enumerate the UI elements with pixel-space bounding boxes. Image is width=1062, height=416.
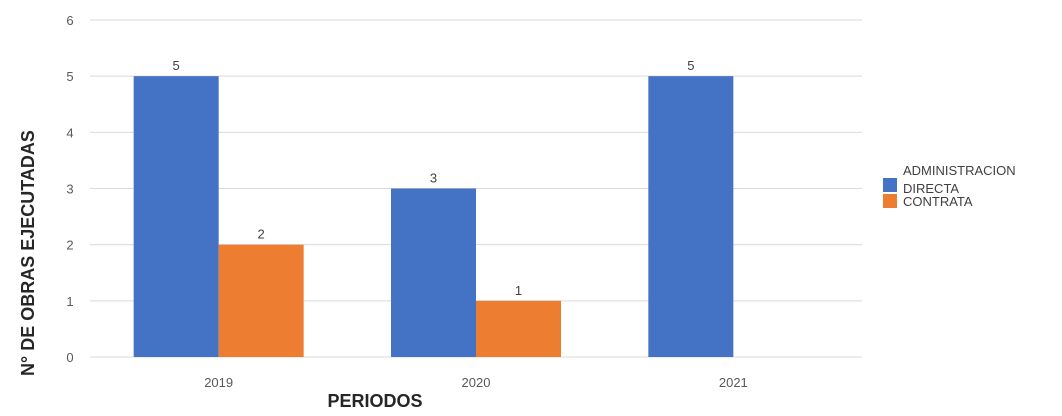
bar	[218, 244, 304, 357]
bar	[648, 76, 734, 358]
x-axis-title: PERIODOS	[327, 391, 422, 411]
x-tick-label: 2020	[462, 375, 491, 390]
y-tick-label: 3	[66, 182, 73, 197]
legend-label: CONTRATA	[903, 194, 973, 209]
x-tick-label: 2021	[719, 375, 748, 390]
x-tick-label: 2019	[204, 375, 233, 390]
y-tick-label: 0	[66, 350, 73, 365]
legend-swatch	[883, 194, 897, 208]
bar	[133, 76, 219, 358]
bar	[391, 188, 476, 357]
data-label: 5	[173, 58, 180, 73]
legend-label: ADMINISTRACION DIRECTA	[903, 163, 1016, 196]
data-label: 1	[515, 283, 522, 298]
data-labels: 5 2 3 1 5	[173, 58, 695, 298]
y-tick-label: 2	[66, 238, 73, 253]
data-label: 3	[430, 171, 437, 186]
y-tick-label: 4	[66, 125, 73, 140]
bar	[476, 300, 561, 357]
y-axis-ticks: 0 1 2 3 4 5 6	[66, 13, 73, 365]
bars	[133, 76, 734, 358]
y-tick-label: 5	[66, 69, 73, 84]
x-axis-ticks: 2019 2020 2021	[204, 375, 748, 390]
y-tick-label: 6	[66, 13, 73, 28]
data-label: 2	[258, 227, 265, 242]
y-tick-label: 1	[66, 294, 73, 309]
legend-swatch	[883, 178, 897, 192]
y-axis-title: N° DE OBRAS EJECUTADAS	[18, 130, 38, 376]
data-label: 5	[687, 58, 694, 73]
